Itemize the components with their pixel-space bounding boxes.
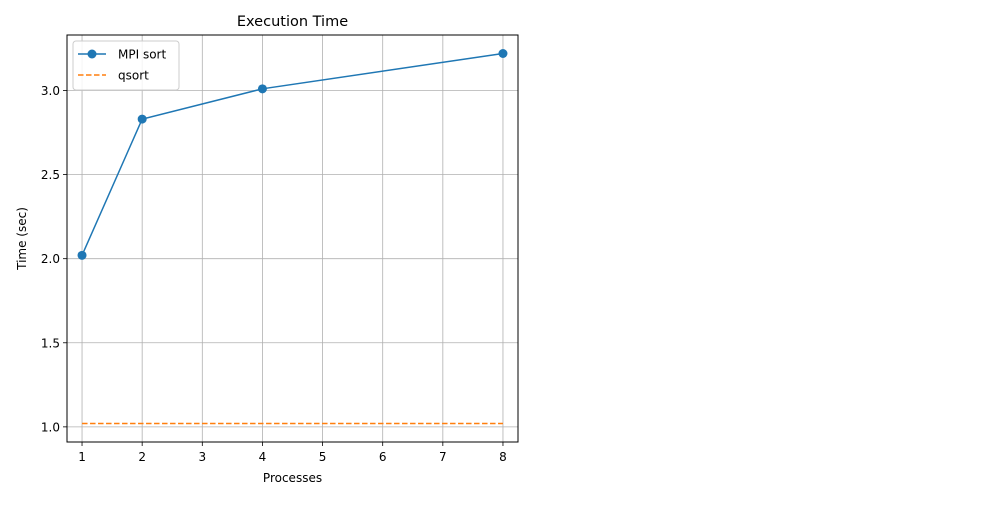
- data-point-mpi-sort: [257, 84, 267, 94]
- chart-title: Execution Time: [237, 14, 348, 30]
- y-axis-label: Time (sec): [15, 207, 29, 271]
- x-axis-label: Processes: [263, 471, 322, 485]
- x-tick-label: 1: [78, 450, 86, 464]
- y-tick-label: 2.5: [41, 168, 60, 182]
- y-tick-label: 1.0: [41, 420, 60, 434]
- plot-frame: [66, 34, 519, 443]
- series-line-mpi-sort: [81, 52, 504, 256]
- x-tick-label: 3: [198, 450, 206, 464]
- data-point-mpi-sort: [137, 114, 147, 124]
- data-point-mpi-sort: [77, 250, 87, 260]
- tick-layer: 1 2 3 4 5 6 7 8 1.0 1.5 2.0 2.5 3.0: [41, 84, 507, 464]
- x-tick-label: 8: [499, 450, 507, 464]
- y-tick-label: 1.5: [41, 336, 60, 350]
- legend-marker-mpi-sort: [87, 49, 97, 59]
- x-tick-label: 4: [259, 450, 267, 464]
- series-layer: [77, 49, 508, 425]
- legend-label-qsort: qsort: [118, 69, 149, 83]
- legend: MPI sort qsort: [72, 40, 180, 91]
- x-tick-label: 5: [319, 450, 327, 464]
- x-tick-label: 6: [379, 450, 387, 464]
- grid-layer: [67, 35, 518, 442]
- y-tick-label: 2.0: [41, 252, 60, 266]
- x-tick-label: 7: [439, 450, 447, 464]
- legend-label-mpi-sort: MPI sort: [118, 48, 166, 62]
- data-point-mpi-sort: [498, 49, 508, 58]
- y-tick-label: 3.0: [41, 84, 60, 98]
- x-tick-label: 2: [138, 450, 146, 464]
